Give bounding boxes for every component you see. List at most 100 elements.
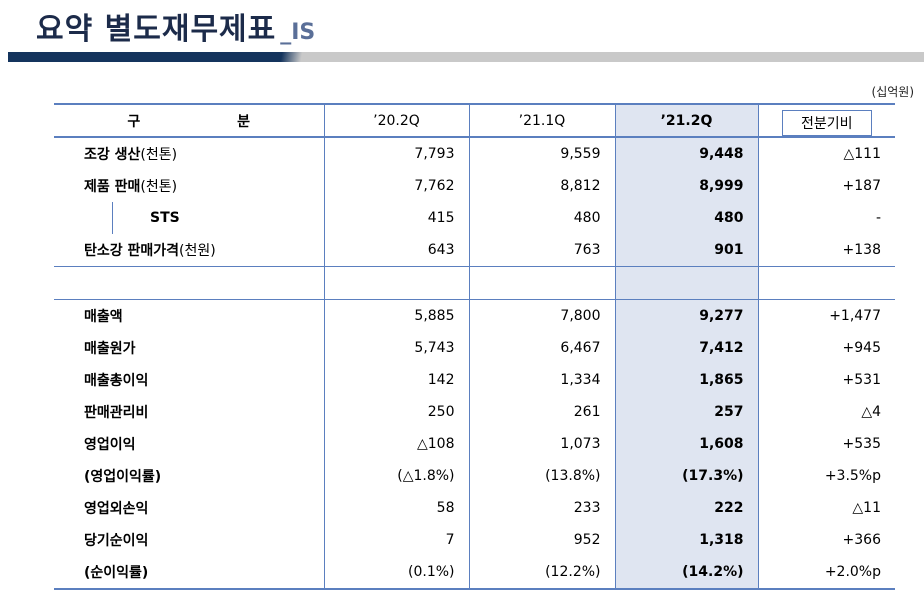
- title-text: 요약 별도재무제표: [36, 12, 277, 47]
- cell-value: 480: [614, 202, 758, 234]
- cell-value: +535: [757, 428, 895, 460]
- table-row: 당기순이익 7 952 1,318 +366: [54, 524, 895, 556]
- row-label: 판매관리비: [54, 396, 324, 428]
- header-band: [8, 52, 924, 62]
- cell-value: △111: [757, 137, 895, 170]
- row-label: 매출액: [54, 300, 324, 333]
- cell-value: +3.5%p: [757, 460, 895, 492]
- cell-value: (14.2%): [614, 556, 758, 590]
- row-label: 매출총이익: [54, 364, 324, 396]
- cell-value: 1,334: [468, 364, 615, 396]
- spacer-row: [54, 266, 895, 300]
- table-row: 조강 생산(천톤) 7,793 9,559 9,448 △111: [54, 137, 895, 170]
- cell-value: △11: [757, 492, 895, 524]
- cell-value: +531: [757, 364, 895, 396]
- row-label-text: 당기순이익: [84, 533, 149, 549]
- table-row: 판매관리비 250 261 257 △4: [54, 396, 895, 428]
- table-row: 매출원가 5,743 6,467 7,412 +945: [54, 332, 895, 364]
- spacer-cell: [614, 266, 758, 300]
- row-label-text: 매출원가: [84, 341, 136, 357]
- row-label-text: 판매관리비: [84, 405, 149, 421]
- table-row: (순이익률) (0.1%) (12.2%) (14.2%) +2.0%p: [54, 556, 895, 590]
- cell-value: +138: [757, 234, 895, 267]
- table-row: 매출총이익 142 1,334 1,865 +531: [54, 364, 895, 396]
- header-category: 구 분: [54, 103, 324, 138]
- row-label: 매출원가: [54, 332, 324, 364]
- row-unit: (천톤): [140, 179, 178, 195]
- cell-value: 1,073: [468, 428, 615, 460]
- row-label: (순이익률): [54, 556, 324, 590]
- cell-value: +187: [757, 170, 895, 202]
- cell-value: -: [757, 202, 895, 234]
- cell-value: △108: [323, 428, 469, 460]
- cell-value: 763: [468, 234, 615, 267]
- table-row: STS 415 480 480-: [54, 202, 895, 234]
- cell-value: 257: [614, 396, 758, 428]
- cell-value: 643: [323, 234, 469, 267]
- row-unit: (천톤): [140, 147, 178, 163]
- cell-value: 1,865: [614, 364, 758, 396]
- cell-value: 415: [323, 202, 469, 234]
- cell-value: (12.2%): [468, 556, 615, 590]
- cell-value: +366: [757, 524, 895, 556]
- row-label: STS: [54, 202, 324, 234]
- cell-value: 901: [614, 234, 758, 267]
- row-label: 영업이익: [54, 428, 324, 460]
- header-qoq-label: 전분기비: [781, 109, 872, 135]
- row-label-text: (순이익률): [84, 565, 149, 581]
- cell-value: 1,318: [614, 524, 758, 556]
- spacer-cell: [323, 266, 469, 300]
- cell-value: 250: [323, 396, 469, 428]
- row-label-text: 매출총이익: [84, 373, 149, 389]
- cell-value: 5,743: [323, 332, 469, 364]
- row-label-text: 영업외손익: [84, 501, 149, 517]
- cell-value: 9,277: [614, 299, 758, 332]
- cell-value: 233: [468, 492, 615, 524]
- row-label-text: 영업이익: [84, 437, 136, 453]
- row-label-text: 매출액: [84, 309, 123, 325]
- cell-value: 7,762: [323, 170, 469, 202]
- spacer-cell: [468, 266, 615, 300]
- row-label: (영업이익률): [54, 460, 324, 492]
- cell-value: 58: [323, 492, 469, 524]
- row-label-text: (영업이익률): [84, 469, 162, 485]
- cell-value: (13.8%): [468, 460, 615, 492]
- cell-value: 7,793: [323, 137, 469, 170]
- spacer-cell: [757, 266, 895, 300]
- cell-value: △4: [757, 396, 895, 428]
- row-unit: (천원): [179, 243, 216, 259]
- table-row: 탄소강 판매가격(천원) 643 763 901 +138: [54, 234, 895, 267]
- table-row: (영업이익률) (△1.8%) (13.8%) (17.3%) +3.5%p: [54, 460, 895, 492]
- cell-value: +1,477: [757, 299, 895, 332]
- row-label: 조강 생산(천톤): [54, 137, 324, 170]
- row-label: 당기순이익: [54, 524, 324, 556]
- header-21-2q: ’21.2Q: [614, 103, 758, 138]
- row-label: 제품 판매(천톤): [54, 170, 324, 202]
- cell-value: (17.3%): [614, 460, 758, 492]
- cell-value: 480: [468, 202, 615, 234]
- cell-value: 952: [468, 524, 615, 556]
- title-suffix: _IS: [280, 20, 316, 45]
- row-label-text: STS: [150, 210, 180, 226]
- cell-value: 7,800: [468, 299, 615, 332]
- cell-value: 8,999: [614, 170, 758, 202]
- cell-value: 6,467: [468, 332, 615, 364]
- cell-value: +945: [757, 332, 895, 364]
- header-20-2q: ’20.2Q: [323, 103, 469, 138]
- cell-value: 9,559: [468, 137, 615, 170]
- row-label: 영업외손익: [54, 492, 324, 524]
- page-title: 요약 별도재무제표 _IS: [36, 4, 315, 48]
- cell-value: (0.1%): [323, 556, 469, 590]
- cell-value: 261: [468, 396, 615, 428]
- sts-indent-line: [112, 202, 113, 234]
- row-label-text: 제품 판매: [84, 179, 141, 195]
- row-label-text: 탄소강 판매가격: [84, 243, 180, 259]
- table-row: 영업외손익 58 233 222 △11: [54, 492, 895, 524]
- cell-value: 142: [323, 364, 469, 396]
- header-21-1q: ’21.1Q: [468, 103, 615, 138]
- unit-label: (십억원): [871, 85, 914, 99]
- spacer-cell: [54, 266, 324, 300]
- income-statement-table: 구 분 ’20.2Q ’21.1Q ’21.2Q 전분기비 조강 생산(천톤) 7…: [54, 103, 895, 590]
- cell-value: +2.0%p: [757, 556, 895, 590]
- row-label-text: 조강 생산: [84, 147, 141, 163]
